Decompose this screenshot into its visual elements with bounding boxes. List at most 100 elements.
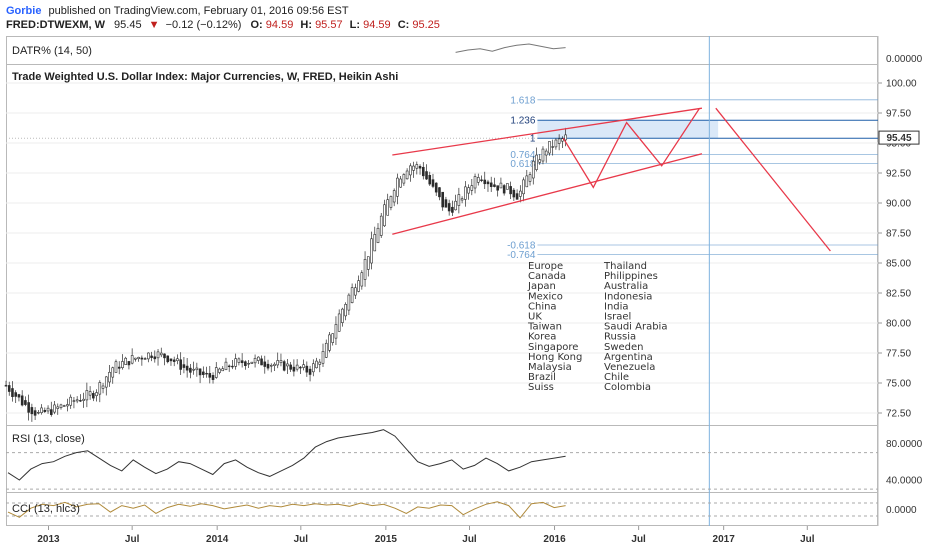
currency-name: Europe xyxy=(528,261,563,272)
candle-body xyxy=(308,368,312,375)
candle-body xyxy=(370,238,373,264)
candle-body xyxy=(544,150,548,156)
candle-body xyxy=(260,358,263,366)
x-tick-label: Jul xyxy=(631,534,646,545)
candle-body xyxy=(486,181,490,185)
currency-name: Indonesia xyxy=(604,291,652,302)
candle-body xyxy=(350,287,354,303)
currency-name: Thailand xyxy=(603,261,647,272)
candle-body xyxy=(88,391,92,396)
currency-name: Hong Kong xyxy=(528,352,582,363)
candle-body xyxy=(111,367,115,378)
candle-body xyxy=(40,407,43,413)
datr-title: DATR% (14, 50) xyxy=(12,45,92,57)
candle-body xyxy=(373,234,377,252)
candle-body xyxy=(415,164,419,169)
high-label: H: xyxy=(300,19,312,31)
candle-body xyxy=(4,385,8,387)
candle-body xyxy=(528,174,532,182)
candle-body xyxy=(451,206,454,213)
candle-body xyxy=(386,199,390,216)
candle-body xyxy=(331,333,335,343)
low-value: 94.59 xyxy=(363,19,391,31)
rsi-line xyxy=(7,429,566,481)
candle-body xyxy=(444,199,448,208)
candle-body xyxy=(172,359,176,362)
candle-body xyxy=(389,196,393,208)
y-tick-label: 82.50 xyxy=(886,289,911,300)
candle-body xyxy=(483,179,487,185)
high-value: 95.57 xyxy=(315,19,343,31)
candle-body xyxy=(208,373,212,378)
fib-level-label: 0.618 xyxy=(510,159,535,170)
candle-body xyxy=(302,364,305,368)
candle-body xyxy=(405,170,409,180)
candle-body xyxy=(33,410,37,416)
cci-line xyxy=(7,501,566,519)
candle-body xyxy=(438,187,441,198)
candle-body xyxy=(392,190,396,203)
currency-name: Sweden xyxy=(604,342,644,353)
candle-body xyxy=(127,361,131,366)
candle-body xyxy=(489,182,493,187)
currency-name: Colombia xyxy=(604,382,651,393)
current-price-badge: 95.45 xyxy=(878,130,920,145)
candle-body xyxy=(247,363,250,365)
candle-body xyxy=(341,308,344,323)
candle-body xyxy=(53,404,56,413)
candle-body xyxy=(354,287,357,296)
candle-body xyxy=(195,367,199,371)
candle-body xyxy=(108,371,111,383)
candle-body xyxy=(66,404,69,407)
candle-body xyxy=(227,365,231,368)
fib-level-label: -0.618 xyxy=(507,241,536,252)
candle-body xyxy=(263,361,267,367)
candle-body xyxy=(525,175,529,188)
candle-body xyxy=(409,165,412,176)
price-badge-label: 95.45 xyxy=(886,133,911,144)
candle-body xyxy=(69,396,72,406)
candle-body xyxy=(150,355,153,358)
y-tick-label: 92.50 xyxy=(886,169,911,180)
main-grid xyxy=(6,82,878,414)
trend-channel-line xyxy=(392,153,703,235)
candle-body xyxy=(496,185,499,191)
candle-body xyxy=(299,366,302,369)
close-label: C: xyxy=(398,19,410,31)
author-link[interactable]: Gorbie xyxy=(6,5,41,17)
projection-down-line xyxy=(715,107,831,252)
candle-body xyxy=(467,187,470,194)
currency-name: Suiss xyxy=(528,382,554,393)
currency-name: Mexico xyxy=(528,291,563,302)
candle-body xyxy=(269,364,273,367)
candle-body xyxy=(519,190,522,197)
candle-body xyxy=(37,412,40,414)
candle-body xyxy=(143,358,147,360)
currency-list: EuropeCanadaJapanMexicoChinaUKTaiwanKore… xyxy=(527,261,667,393)
candle-body xyxy=(366,256,370,270)
candle-body xyxy=(221,368,225,372)
y-tick-label: 80.00 xyxy=(886,319,911,330)
candle-body xyxy=(92,393,95,399)
candle-body xyxy=(535,154,538,170)
candle-body xyxy=(189,367,192,373)
last-price: 95.45 xyxy=(114,19,142,31)
candle-body xyxy=(522,179,525,195)
rsi-axis-label: 80.0000 xyxy=(886,439,923,450)
candle-body xyxy=(159,352,163,356)
candle-body xyxy=(11,388,14,397)
price-candles xyxy=(4,127,567,422)
candle-body xyxy=(20,395,24,406)
currency-name: Malaysia xyxy=(528,362,572,373)
candle-body xyxy=(315,360,318,369)
candle-body xyxy=(421,166,425,177)
currency-name: India xyxy=(604,301,629,312)
candle-body xyxy=(418,166,422,169)
candle-body xyxy=(62,405,66,407)
candle-body xyxy=(46,407,50,412)
candle-body xyxy=(376,227,380,243)
candle-body xyxy=(250,361,254,364)
candle-body xyxy=(198,368,202,376)
y-tick-label: 90.00 xyxy=(886,199,911,210)
candle-body xyxy=(257,356,260,361)
